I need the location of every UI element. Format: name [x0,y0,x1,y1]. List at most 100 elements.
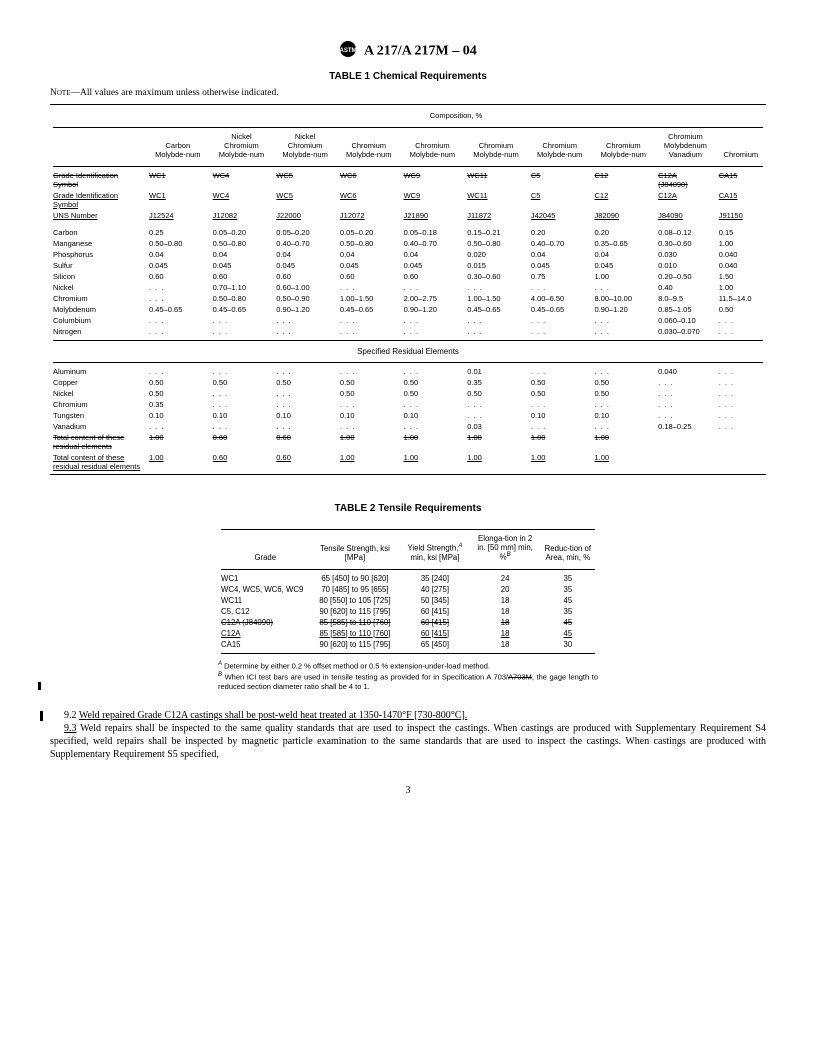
value-cell: 0.18–0.25 [655,421,716,432]
total-new-label: Total content of these residual residual… [50,452,146,472]
element-label: Phosphorus [50,249,146,260]
t2-h-yield: Yield Strength,A min, ksi [MPa] [397,533,472,566]
value-cell: . . . [528,326,592,337]
t1-col-head: NickelChromiumMolybde-num [210,131,274,163]
t2-last-r: 30 [538,639,598,650]
value-cell: 0.08–0.12 [655,227,716,238]
value-cell: 0.04 [528,249,592,260]
value-cell: . . . [528,421,592,432]
value-cell: . . . [716,315,766,326]
value-cell: 0.05–0.20 [337,227,401,238]
value-cell: . . . [401,399,465,410]
t2-new-grade: C12A [218,628,313,639]
t2-old-r: 45 [538,617,598,628]
uns-cell: J82090 [591,210,655,221]
value-cell: . . . [337,366,401,377]
value-cell: 0.045 [591,260,655,271]
value-cell: . . . [464,410,528,421]
value-cell: 1.00 [716,238,766,249]
t1-col-head: ChromiumMolybde-num [528,131,592,163]
uns-cell: J12524 [146,210,210,221]
t2-reduc: 35 [538,573,598,584]
value-cell: 0.75 [528,271,592,282]
value-cell: 0.50 [337,377,401,388]
value-cell: 0.40–0.70 [401,238,465,249]
t2-yield: 40 [275] [397,584,472,595]
value-cell: . . . [146,421,210,432]
para-9-3-num: 9.3 [64,723,77,734]
doc-header: ASTM A 217/A 217M – 04 [50,40,766,63]
value-cell: . . . [464,326,528,337]
value-cell: 0.50–0.80 [337,238,401,249]
value-cell: . . . [337,421,401,432]
grade-old-cell: C12A(J84090) [655,170,716,190]
grade-old-cell: WC4 [210,170,274,190]
value-cell: 0.50 [464,388,528,399]
uns-cell: J21890 [401,210,465,221]
t2-elong: 18 [473,606,538,617]
value-cell: 0.50–0.80 [146,238,210,249]
value-cell: 0.040 [716,249,766,260]
t2-reduc: 45 [538,595,598,606]
value-cell: 0.85–1.05 [655,304,716,315]
uns-cell: J42045 [528,210,592,221]
value-cell: 0.045 [210,260,274,271]
value-cell: 0.60 [210,271,274,282]
value-cell: . . . [591,399,655,410]
uns-cell: J12082 [210,210,274,221]
footnote-b: B When ICI test bars are used in tensile… [218,672,598,691]
value-cell: 0.90–1.20 [273,304,337,315]
total-cell: 1.00 [146,452,210,472]
value-cell: 0.90–1.20 [591,304,655,315]
page-number: 3 [50,785,766,796]
value-cell: . . . [655,410,716,421]
table-row: Molybdenum0.45–0.650.45–0.650.90–1.200.4… [50,304,766,315]
element-label: Tungsten [50,410,146,421]
t1-col-head: ChromiumMolybde-num [464,131,528,163]
table-row: Silicon0.600.600.600.600.600.30–0.600.75… [50,271,766,282]
table-row: Aluminum. . .. . .. . .. . .. . .0.01. .… [50,366,766,377]
value-cell: 0.50 [337,388,401,399]
value-cell: 0.030–0.070 [655,326,716,337]
value-cell: 0.50 [716,304,766,315]
value-cell: 0.04 [210,249,274,260]
value-cell: . . . [273,315,337,326]
residual-header: Specified Residual Elements [50,344,766,359]
element-label: Nickel [50,282,146,293]
value-cell: . . . [401,326,465,337]
astm-logo-icon: ASTM [339,40,357,63]
t2-new-y: 60 [415] [397,628,472,639]
value-cell: . . . [273,326,337,337]
total-cell [655,432,716,452]
value-cell: 0.15–0.21 [464,227,528,238]
value-cell: . . . [146,326,210,337]
value-cell: 8.0–9.5 [655,293,716,304]
t2-tensile: 70 [485] to 95 [655] [313,584,398,595]
value-cell: 0.10 [337,410,401,421]
value-cell: 0.50 [401,388,465,399]
value-cell: 0.060–0.10 [655,315,716,326]
value-cell: 1.00–1.50 [337,293,401,304]
value-cell: 0.50 [210,377,274,388]
value-cell: . . . [655,399,716,410]
value-cell: 0.030 [655,249,716,260]
table-row: Carbon0.250.05–0.200.05–0.200.05–0.200.0… [50,227,766,238]
note-label: Note [50,88,70,98]
value-cell: 0.50 [591,388,655,399]
element-label: Chromium [50,399,146,410]
value-cell: . . . [716,366,766,377]
value-cell: 0.045 [528,260,592,271]
value-cell: 0.35 [146,399,210,410]
t2-elong: 18 [473,595,538,606]
value-cell: 0.045 [337,260,401,271]
value-cell: . . . [528,282,592,293]
element-label: Carbon [50,227,146,238]
total-cell: 1.00 [146,432,210,452]
value-cell: 0.50 [528,388,592,399]
value-cell: 0.50 [273,377,337,388]
grade-old-cell: C5 [528,170,592,190]
t2-last-grade: CA15 [218,639,313,650]
element-label: Molybdenum [50,304,146,315]
t2-yield: 60 [415] [397,606,472,617]
value-cell: 0.04 [337,249,401,260]
